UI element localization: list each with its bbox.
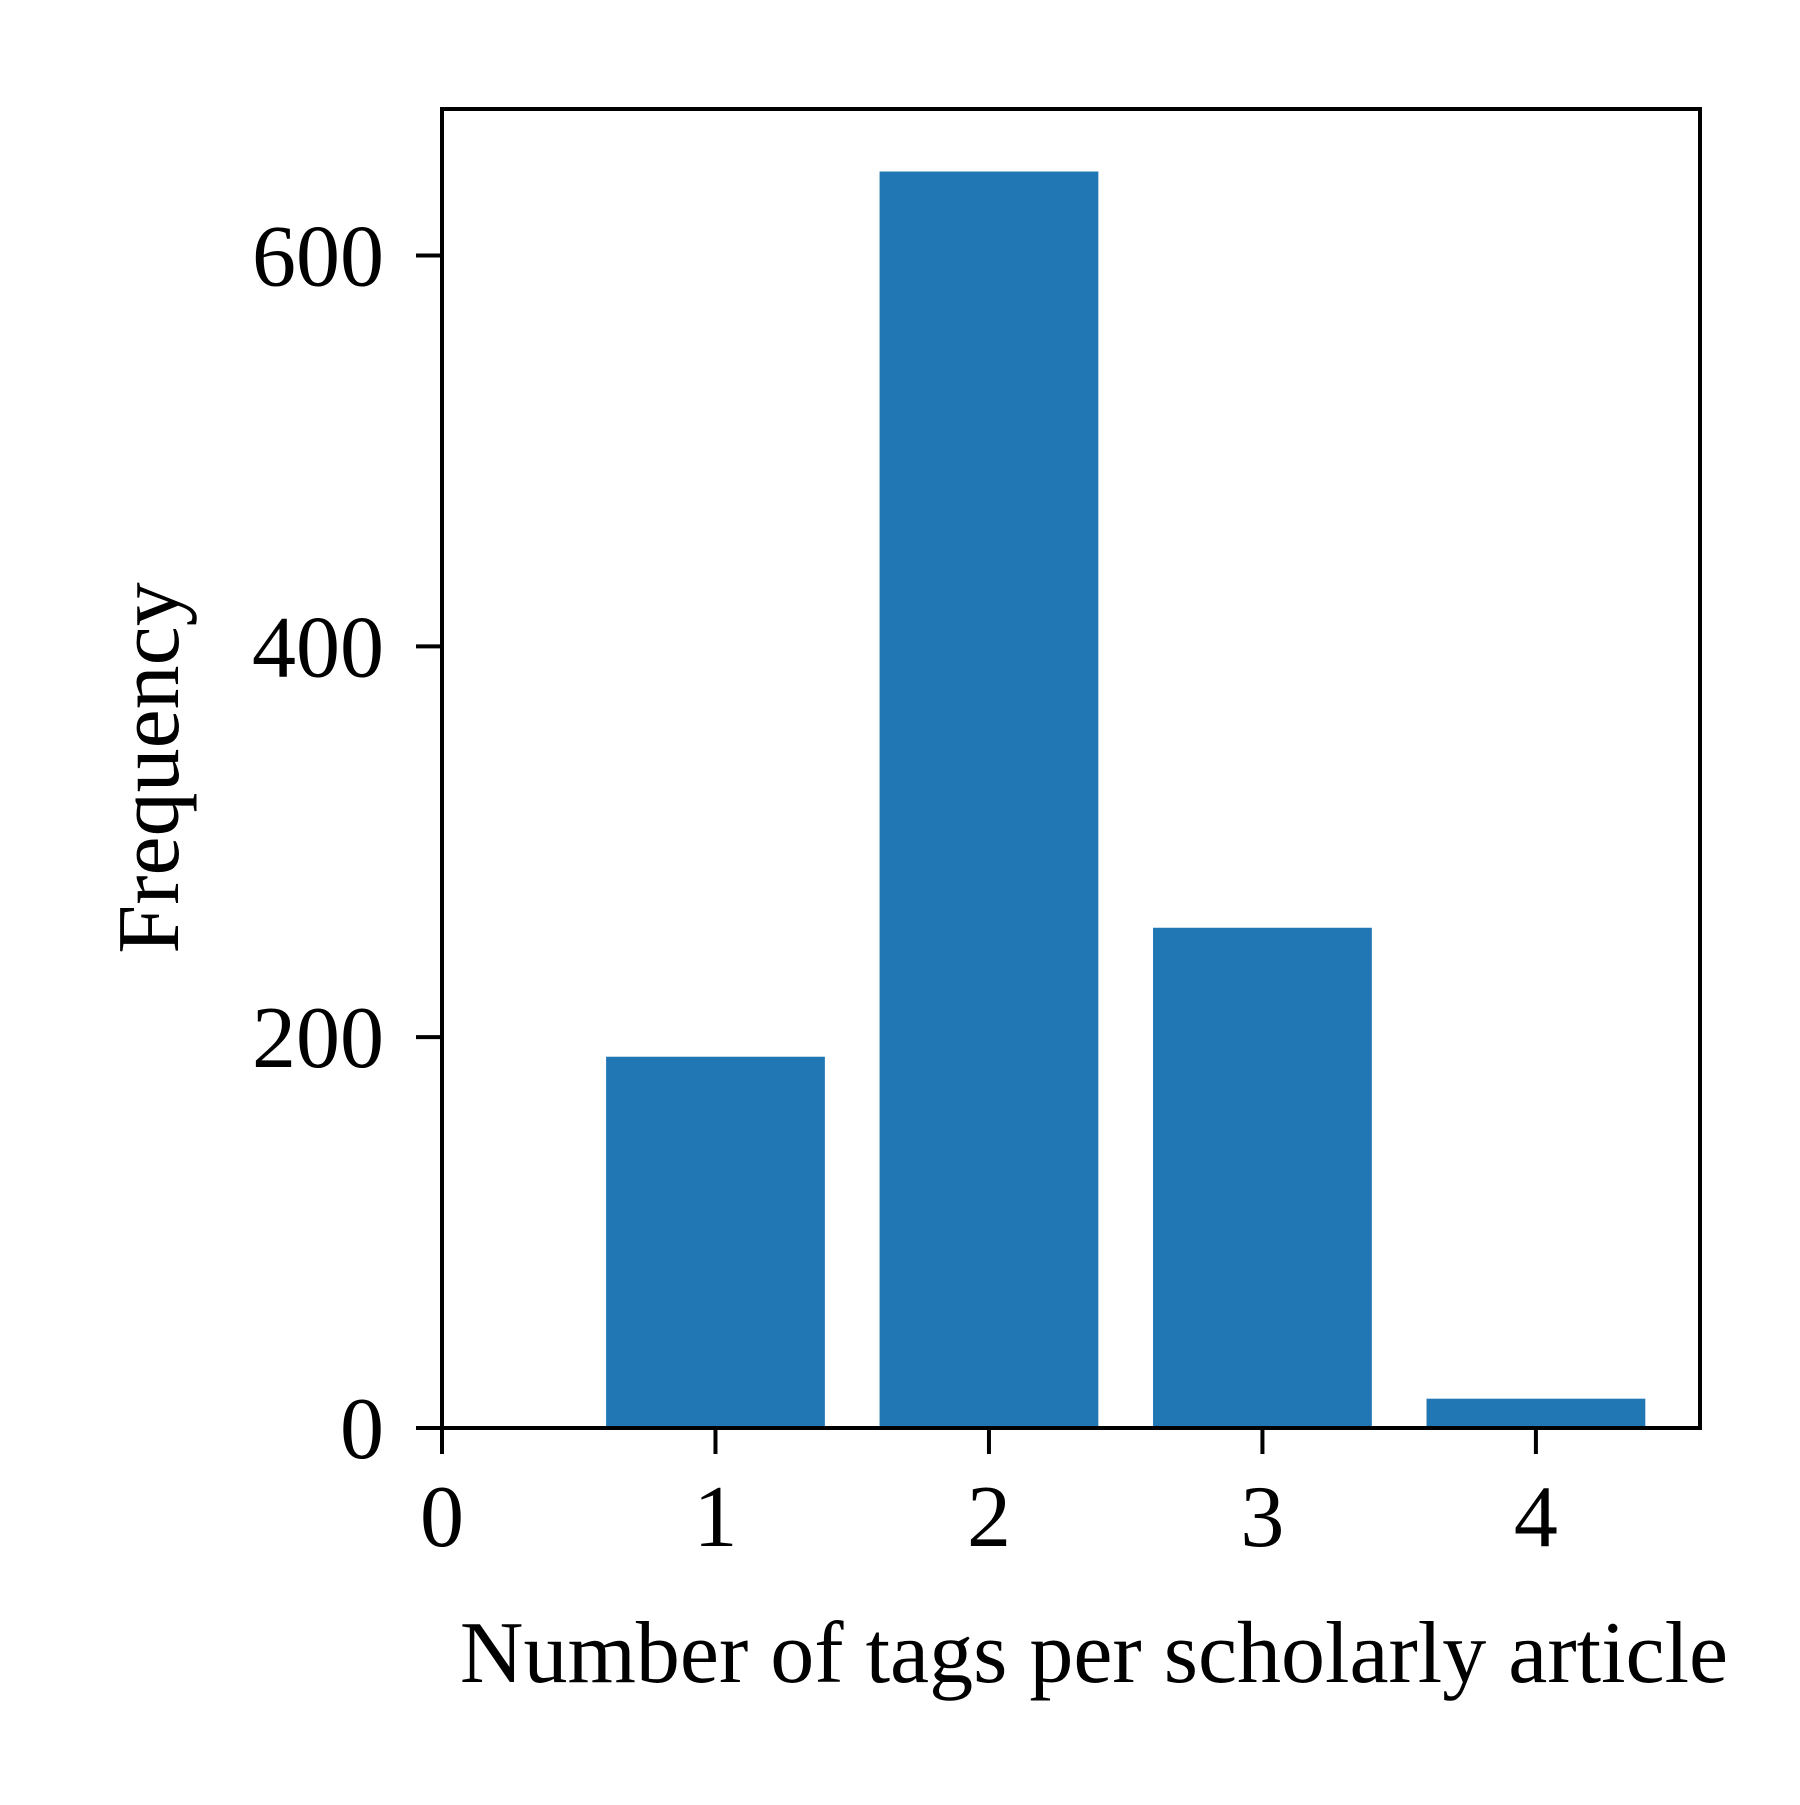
bar-3 (1153, 927, 1372, 1428)
y-tick-label-600: 600 (252, 209, 384, 306)
y-axis-label: Frequency (101, 582, 198, 953)
plot-frame (440, 107, 1702, 1430)
bar-2 (879, 171, 1099, 1428)
x-axis-ticks: 0 1 2 3 4 (420, 1428, 1558, 1566)
y-axis-ticks: 0 200 400 600 (252, 209, 442, 1478)
x-tick-label-0: 0 (420, 1469, 464, 1566)
y-tick-label-200: 200 (252, 990, 384, 1087)
x-tick-label-1: 1 (693, 1469, 737, 1566)
bar-4 (1426, 1398, 1646, 1428)
x-tick-label-4: 4 (1514, 1469, 1558, 1566)
bar-1 (606, 1056, 825, 1428)
x-axis-label: Number of tags per scholarly article (460, 1605, 1728, 1702)
y-tick-label-400: 400 (252, 599, 384, 696)
x-tick-label-3: 3 (1240, 1469, 1284, 1566)
y-tick-label-0: 0 (340, 1381, 384, 1478)
bars-group (606, 171, 1646, 1428)
x-tick-label-2: 2 (967, 1469, 1011, 1566)
